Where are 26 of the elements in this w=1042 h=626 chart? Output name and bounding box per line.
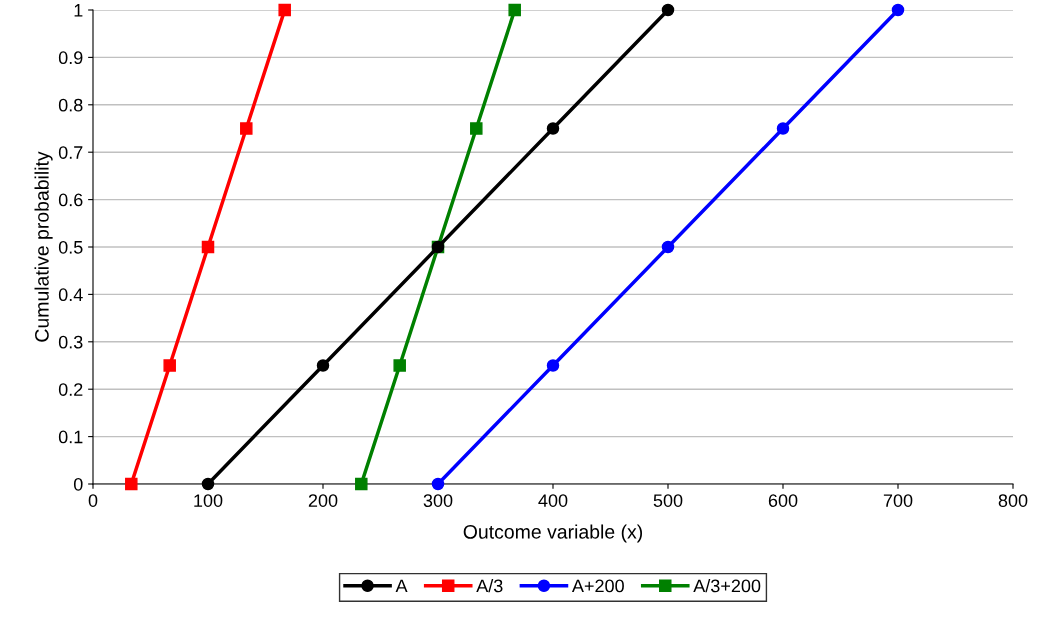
x-tick-label: 700 <box>883 494 913 507</box>
y-tick-label: 0.2 <box>58 383 83 396</box>
y-tick-label: 0.6 <box>58 193 83 207</box>
x-tick-label: 800 <box>998 494 1028 507</box>
y-tick-label: 0.9 <box>58 51 83 65</box>
x-axis-title: Outcome variable (x) <box>463 524 643 543</box>
x-tick-label: 300 <box>423 494 453 507</box>
legend-label: A/3+200 <box>693 579 761 593</box>
x-tick-label: 600 <box>768 494 798 507</box>
legend-label: A+200 <box>571 579 624 593</box>
x-tick-label: 0 <box>88 494 98 507</box>
y-tick-label: 0.3 <box>58 335 83 349</box>
y-tick-label: 0.1 <box>58 430 83 444</box>
y-tick-label: 1 <box>74 4 83 17</box>
y-tick-label: 0 <box>73 477 83 491</box>
x-tick-label: 400 <box>538 494 568 507</box>
legend-label: A <box>395 579 408 593</box>
legend-label: A/3 <box>476 579 503 593</box>
x-tick-label: 100 <box>194 494 223 507</box>
y-axis-title: Cumulative probability <box>34 151 53 342</box>
x-tick-label: 500 <box>653 494 683 507</box>
y-tick-label: 0.5 <box>58 240 83 254</box>
y-tick-label: 0.7 <box>58 146 83 159</box>
x-tick-label: 200 <box>308 494 338 507</box>
y-tick-label: 0.4 <box>58 288 83 302</box>
y-tick-label: 0.8 <box>58 98 83 112</box>
